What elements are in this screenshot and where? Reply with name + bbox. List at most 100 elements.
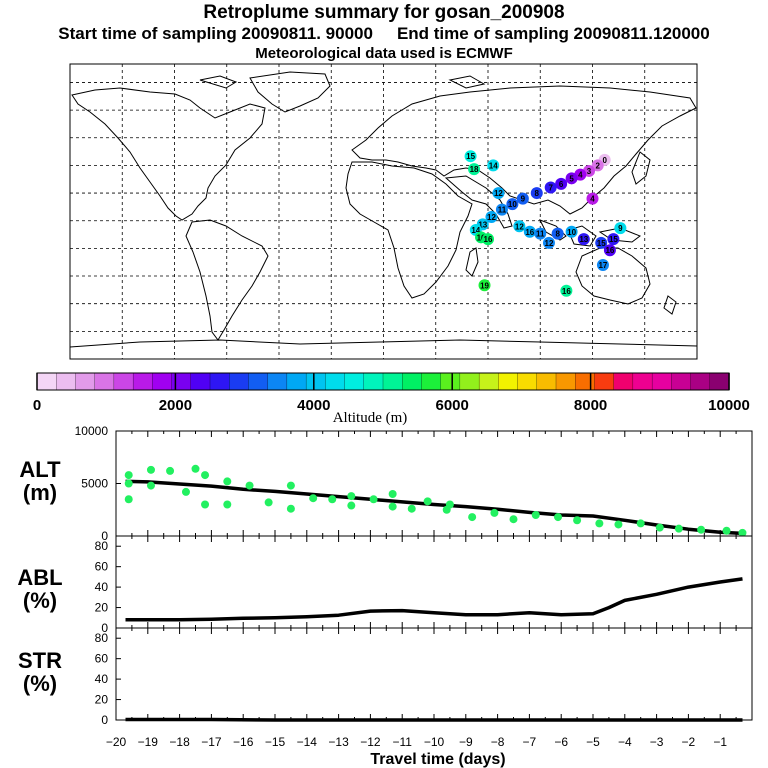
- alt-particle-point: [201, 500, 210, 509]
- plume-marker: [482, 233, 494, 246]
- abl-ytick-label: 20: [95, 601, 109, 615]
- plume-marker: [513, 220, 526, 233]
- str-panel: 80 60 40 20 0: [95, 627, 753, 727]
- str-ytick-label: 40: [95, 672, 109, 686]
- sampling-time-label: Start time of sampling 20090811. 90000 En…: [0, 24, 768, 44]
- x-tick-label: −12: [360, 735, 381, 749]
- colorbar-cell: [229, 372, 250, 391]
- str-ylabel-line2: (%): [23, 671, 57, 696]
- colorbar-cell: [325, 372, 346, 391]
- colorbar-cell: [363, 372, 384, 391]
- alt-particle-point: [445, 500, 454, 509]
- x-tick-label: −19: [138, 735, 159, 749]
- colorbar-cell: [132, 372, 153, 391]
- colorbar-cells: [36, 372, 730, 391]
- alt-particle-point: [309, 494, 318, 503]
- alt-particle-point: [595, 519, 604, 528]
- alt-particle-point: [223, 500, 232, 509]
- alt-particle-point: [347, 492, 356, 501]
- colorbar-tick-label: 2000: [159, 397, 192, 414]
- x-tick-label: −15: [265, 735, 286, 749]
- colorbar-tick-label: 8000: [574, 397, 607, 414]
- x-tick-label: −1: [713, 735, 727, 749]
- colorbar-cell: [56, 372, 77, 391]
- colorbar-cell: [651, 372, 672, 391]
- plume-marker: [603, 244, 616, 257]
- plume-marker: [577, 233, 590, 246]
- alt-particle-point: [201, 471, 210, 480]
- colorbar-cell: [440, 372, 461, 391]
- colorbar-cell: [75, 372, 96, 391]
- plume-marker-label: 10: [567, 228, 576, 237]
- colorbar-cell: [690, 372, 711, 391]
- x-tick-label: −6: [554, 735, 568, 749]
- alt-particle-point: [674, 524, 683, 533]
- alt-particle-point: [347, 501, 356, 510]
- alt-particle-point: [388, 502, 397, 511]
- x-tick-label: −9: [459, 735, 473, 749]
- str-ytick-label: 80: [95, 631, 109, 645]
- colorbar-cell: [478, 372, 499, 391]
- start-time-label: Start time of sampling 20090811. 90000: [58, 24, 373, 43]
- alt-particle-point: [146, 465, 155, 474]
- colorbar-tick-label: 6000: [436, 397, 469, 414]
- alt-particle-point: [286, 481, 295, 490]
- plume-marker-label: 13: [478, 220, 487, 229]
- plume-marker-label: 14: [471, 226, 480, 235]
- alt-particle-point: [124, 479, 133, 488]
- plume-marker: [544, 181, 557, 194]
- plume-marker: [530, 187, 543, 200]
- alt-particle-point: [388, 490, 397, 498]
- plume-marker: [607, 233, 620, 246]
- alt-particle-point: [738, 528, 747, 537]
- x-tick-label: −3: [650, 735, 664, 749]
- abl-ytick-label: 40: [95, 580, 109, 594]
- alt-particle-point: [554, 513, 563, 522]
- plume-marker-label: 15: [597, 239, 606, 248]
- alt-particle-point: [509, 515, 518, 524]
- colorbar-tick-label: 10000: [708, 397, 750, 414]
- alt-ytick-label: 5000: [81, 477, 108, 491]
- alt-particle-point: [369, 495, 378, 504]
- altitude-colorbar: 0 2000 4000 6000 8000 10000 Altitude (m): [33, 372, 750, 426]
- str-panel-frame: [115, 627, 753, 721]
- str-series-line: [125, 717, 743, 722]
- colorbar-cell: [152, 372, 173, 391]
- plume-marker-label: 12: [515, 222, 524, 231]
- plume-marker: [614, 222, 627, 235]
- plume-marker-label: 7: [548, 184, 553, 193]
- alt-particle-point: [223, 477, 232, 486]
- plume-marker-label: 15: [609, 235, 618, 244]
- colorbar-cell: [498, 372, 519, 391]
- colorbar-cell: [94, 372, 115, 391]
- abl-ytick-label: 0: [101, 621, 108, 635]
- x-axis-label: Travel time (days): [370, 751, 505, 768]
- plume-marker-label: 11: [536, 230, 545, 239]
- alt-panel: 10000 5000 0: [75, 424, 753, 543]
- plume-marker-label: 0: [602, 156, 607, 165]
- plume-marker: [565, 225, 578, 238]
- colorbar-cell: [209, 372, 230, 391]
- colorbar-cell: [575, 372, 596, 391]
- plume-marker: [534, 227, 547, 240]
- plume-marker-label: 12: [545, 239, 554, 248]
- plume-marker-label: 19: [480, 281, 489, 290]
- chart-title: Retroplume summary for gosan_200908: [203, 2, 565, 23]
- alt-particle-point: [286, 504, 295, 513]
- plume-marker: [596, 258, 609, 271]
- colorbar-tick-labels: 0 2000 4000 6000 8000 10000: [33, 373, 750, 414]
- x-tick-label: −14: [297, 735, 318, 749]
- colorbar-cell: [305, 372, 326, 391]
- plume-marker: [487, 159, 500, 172]
- x-tick-label: −8: [491, 735, 505, 749]
- plume-marker-label: 16: [605, 246, 614, 255]
- alt-particle-point: [328, 495, 337, 504]
- x-tick-label: −13: [328, 735, 349, 749]
- x-tick-label: −16: [233, 735, 254, 749]
- plume-marker-label: 2: [595, 161, 600, 170]
- colorbar-cell: [671, 372, 692, 391]
- alt-ylabel-line2: (m): [23, 480, 57, 505]
- alt-particle-point: [146, 481, 155, 490]
